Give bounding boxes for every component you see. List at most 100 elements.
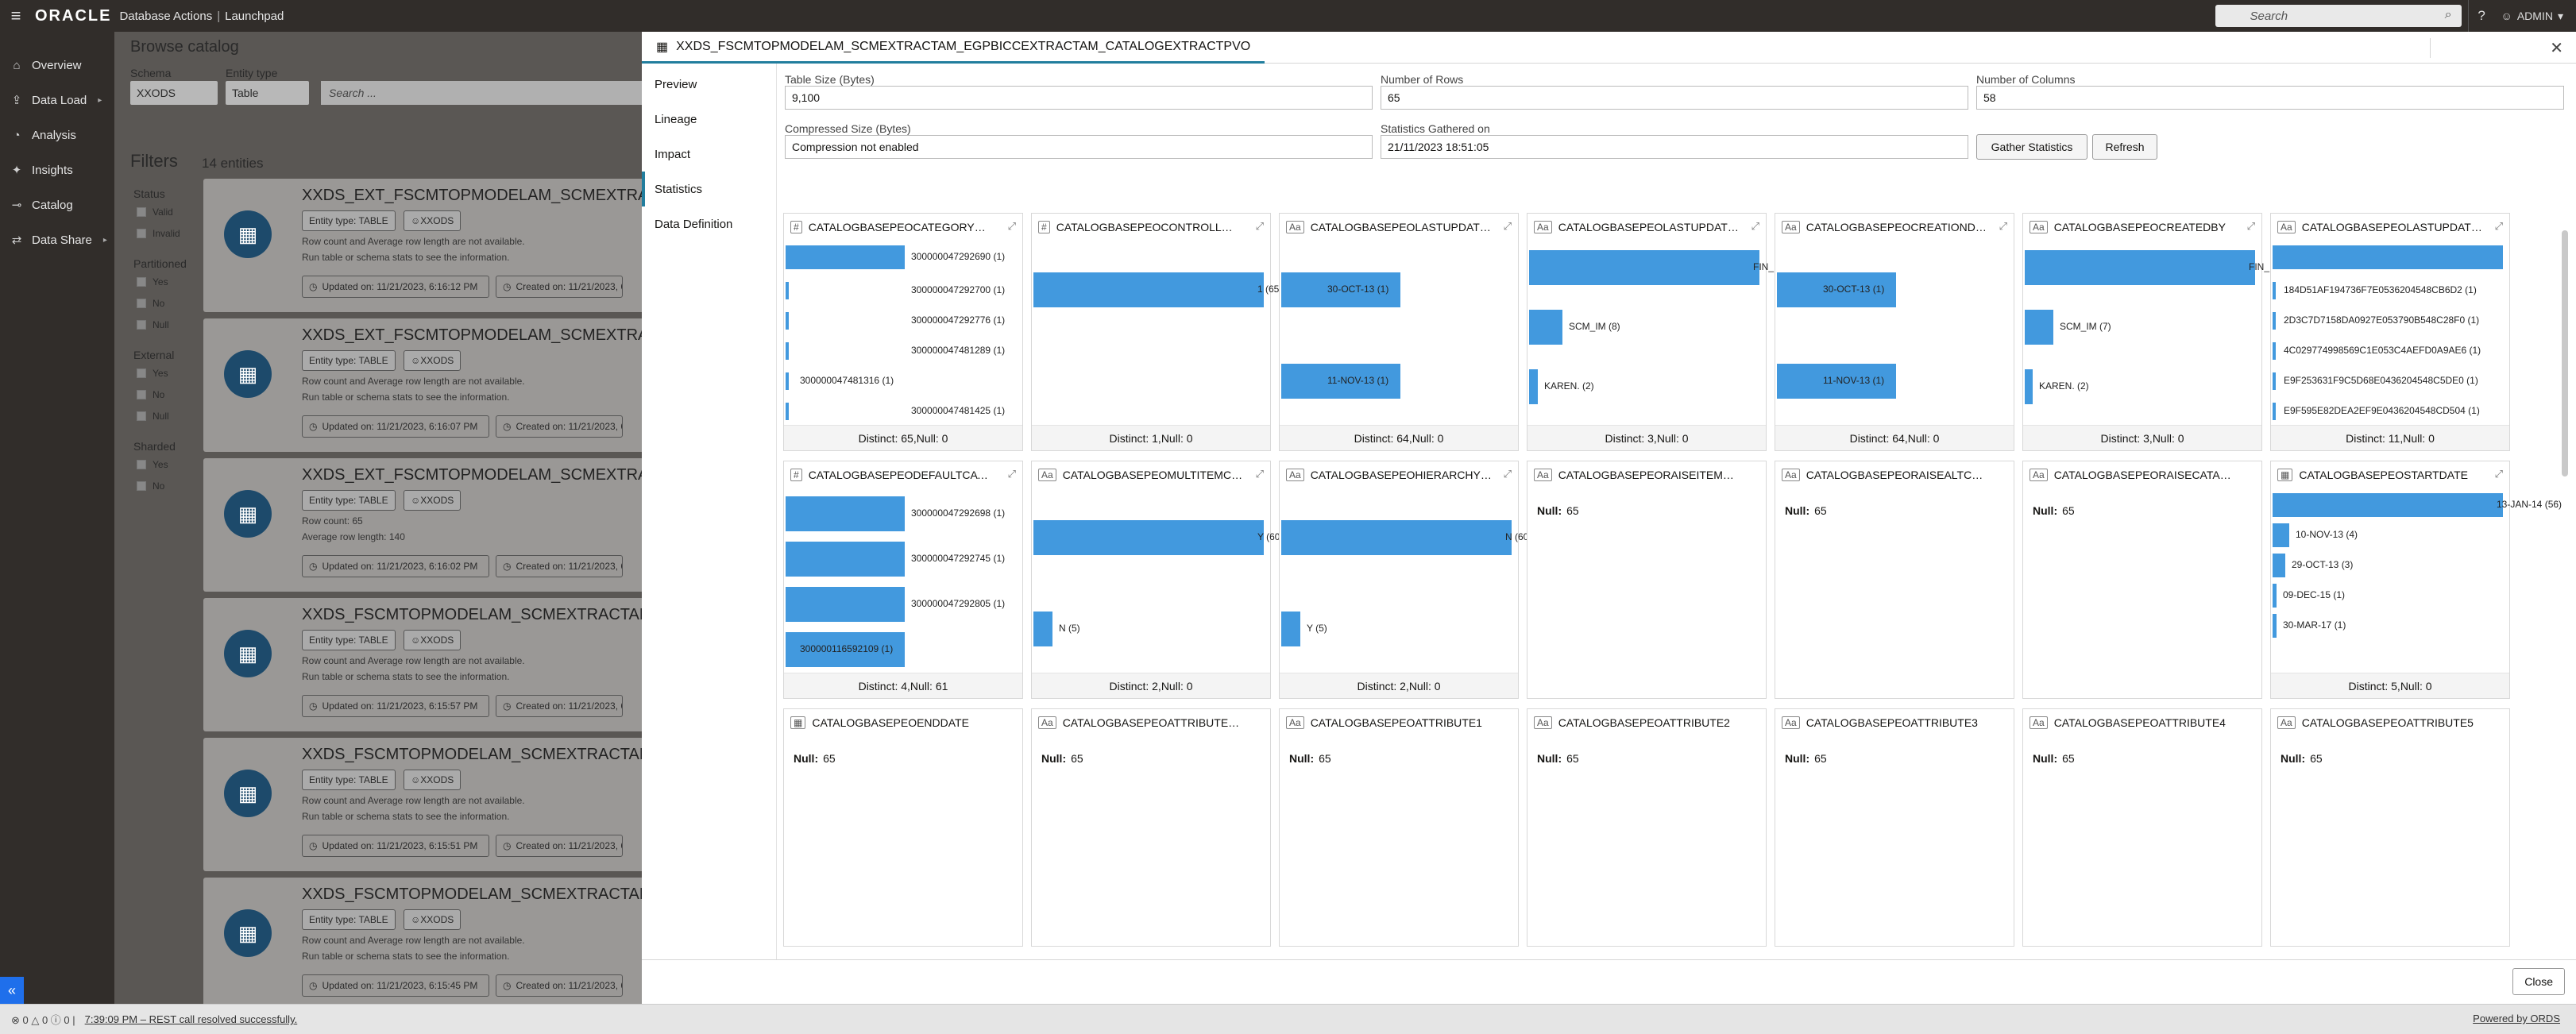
bar[interactable]	[2273, 614, 2277, 638]
bar[interactable]	[1033, 520, 1264, 555]
checkbox[interactable]	[137, 390, 146, 399]
bar[interactable]	[786, 403, 789, 420]
schema-select[interactable]: XXODS	[130, 81, 218, 105]
menu-icon[interactable]: ≡	[10, 6, 21, 25]
bar[interactable]	[2273, 312, 2276, 330]
bar[interactable]	[786, 587, 905, 622]
checkbox[interactable]	[137, 229, 146, 238]
dialog-nav-preview[interactable]: Preview	[655, 77, 697, 91]
bar[interactable]	[786, 372, 789, 390]
bar[interactable]	[1033, 612, 1052, 646]
checkbox[interactable]	[137, 320, 146, 330]
bar[interactable]	[1529, 250, 1759, 285]
bar[interactable]	[786, 282, 789, 299]
dialog-nav-statistics[interactable]: Statistics	[642, 172, 776, 206]
close-icon[interactable]: ✕	[2430, 38, 2563, 58]
bar[interactable]	[786, 245, 905, 269]
bar[interactable]	[2273, 584, 2277, 608]
checkbox[interactable]	[137, 368, 146, 378]
filter-option[interactable]: No	[137, 298, 164, 309]
checkbox[interactable]	[137, 460, 146, 469]
nav-item-data-load[interactable]: ⇪ Data Load ▸	[0, 83, 114, 118]
expand-icon[interactable]: ⤢	[1007, 220, 1016, 232]
bar[interactable]	[786, 496, 905, 531]
bar[interactable]	[2273, 554, 2285, 577]
card-title[interactable]: XXDS_FSCMTOPMODELAM_SCMEXTRACTAM_EGPE	[302, 746, 706, 763]
expand-icon[interactable]: ⤢	[1007, 468, 1016, 480]
checkbox[interactable]	[137, 277, 146, 287]
expand-icon[interactable]: ⤢	[1255, 220, 1264, 232]
bar[interactable]	[1777, 364, 1896, 399]
dialog-nav-impact[interactable]: Impact	[655, 147, 691, 161]
bar[interactable]	[2273, 342, 2276, 360]
nav-item-catalog[interactable]: ⊸ Catalog	[0, 187, 114, 222]
filter-option[interactable]: Yes	[137, 368, 168, 379]
card-title[interactable]: XXDS_EXT_FSCMTOPMODELAM_SCMEXTRACTAM_E	[302, 466, 713, 484]
card-title[interactable]: XXDS_EXT_FSCMTOPMODELAM_SCMEXTRACTAM_E	[302, 326, 713, 344]
nav-item-analysis[interactable]: ◔ Analysis	[0, 118, 114, 152]
scrollbar[interactable]	[2562, 230, 2568, 476]
filter-option[interactable]: Yes	[137, 276, 168, 287]
bar[interactable]	[786, 312, 789, 330]
nav-item-overview[interactable]: ⌂ Overview	[0, 48, 114, 83]
card-title[interactable]: XXDS_FSCMTOPMODELAM_SCMEXTRACTAM_EGPE	[302, 606, 706, 623]
nav-item-insights[interactable]: ✦ Insights	[0, 152, 114, 187]
bar[interactable]	[1281, 520, 1512, 555]
bar[interactable]	[2273, 523, 2289, 547]
card-title[interactable]: XXDS_FSCMTOPMODELAM_SCMEXTRACTAM_EGPE	[302, 885, 706, 903]
close-button[interactable]: Close	[2512, 968, 2565, 995]
bar-label: 10-NOV-13 (4)	[2296, 529, 2358, 540]
filter-option[interactable]: No	[137, 389, 164, 400]
bar[interactable]	[786, 342, 789, 360]
filter-option[interactable]: Valid	[137, 206, 173, 218]
bar[interactable]	[1281, 364, 1400, 399]
bar[interactable]	[2273, 403, 2276, 420]
filter-option[interactable]: Null	[137, 319, 169, 330]
dialog-nav-lineage[interactable]: Lineage	[655, 112, 697, 126]
bar[interactable]	[2273, 493, 2503, 517]
bar[interactable]	[2025, 310, 2053, 345]
card-title[interactable]: XXDS_EXT_FSCMTOPMODELAM_SCMEXTRACTAM_E	[302, 187, 713, 204]
bar[interactable]	[2273, 245, 2503, 269]
bar[interactable]	[2025, 250, 2255, 285]
bar[interactable]	[2273, 372, 2276, 390]
bar[interactable]	[2273, 282, 2276, 299]
help-icon[interactable]: ?	[2467, 0, 2495, 32]
nav-item-data-share[interactable]: ⇄ Data Share ▸	[0, 222, 114, 257]
filter-option[interactable]: No	[137, 480, 164, 492]
bar[interactable]	[786, 542, 905, 577]
entity-type-select[interactable]: Table	[226, 81, 309, 105]
expand-icon[interactable]: ⤢	[2246, 220, 2255, 232]
expand-icon[interactable]: ⤢	[1999, 220, 2007, 232]
filter-option[interactable]: Null	[137, 411, 169, 422]
refresh-button[interactable]: Refresh	[2092, 134, 2157, 160]
bar[interactable]	[1033, 272, 1264, 307]
powered-by-link[interactable]: Powered by ORDS	[2473, 1013, 2560, 1024]
dialog-tab[interactable]: ▦ XXDS_FSCMTOPMODELAM_SCMEXTRACTAM_EGPBIC…	[642, 32, 1265, 64]
expand-icon[interactable]: ⤢	[1503, 220, 1512, 232]
collapse-nav-icon[interactable]: «	[0, 977, 24, 1004]
expand-icon[interactable]: ⤢	[1751, 220, 1759, 232]
bar[interactable]	[1281, 612, 1300, 646]
user-menu[interactable]: ☺ ADMIN ▾	[2501, 9, 2563, 23]
bar[interactable]	[786, 632, 905, 667]
checkbox[interactable]	[137, 299, 146, 308]
bar[interactable]	[1529, 369, 1538, 404]
status-message[interactable]: 7:39:09 PM – REST call resolved successf…	[84, 1013, 298, 1025]
checkbox[interactable]	[137, 481, 146, 491]
gather-statistics-button[interactable]: Gather Statistics	[1976, 134, 2087, 160]
checkbox[interactable]	[137, 207, 146, 217]
expand-icon[interactable]: ⤢	[1503, 468, 1512, 480]
dialog-nav-data-definition[interactable]: Data Definition	[655, 217, 733, 231]
checkbox[interactable]	[137, 411, 146, 421]
bar[interactable]	[1529, 310, 1562, 345]
bar[interactable]	[1281, 272, 1400, 307]
bar[interactable]	[2025, 369, 2033, 404]
global-search-input[interactable]: Search ⌕	[2215, 5, 2462, 27]
filter-option[interactable]: Invalid	[137, 228, 180, 239]
expand-icon[interactable]: ⤢	[2494, 468, 2503, 480]
bar[interactable]	[1777, 272, 1896, 307]
filter-option[interactable]: Yes	[137, 459, 168, 470]
expand-icon[interactable]: ⤢	[1255, 468, 1264, 480]
expand-icon[interactable]: ⤢	[2494, 220, 2503, 232]
